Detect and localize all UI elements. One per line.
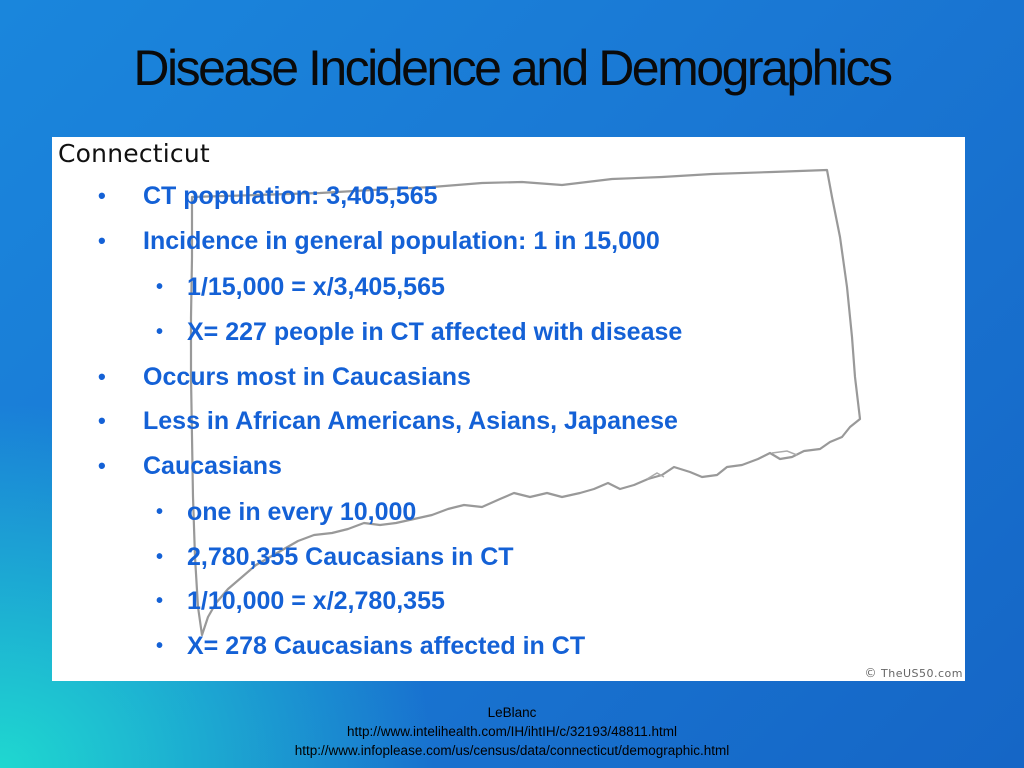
sub-bullet-item: • 1/15,000 = x/3,405,565 <box>156 267 445 307</box>
bullet-icon: • <box>156 276 164 298</box>
footer-author: LeBlanc <box>487 705 537 720</box>
bullet-list: • CT population: 3,405,565 • Incidence in … <box>52 137 965 681</box>
bullet-icon: • <box>156 590 164 612</box>
connecticut-map-outline <box>189 168 862 637</box>
bullet-item: • CT population: 3,405,565 <box>98 176 438 216</box>
sub-bullet-item: • 1/10,000 = x/2,780,355 <box>156 581 445 621</box>
sub-bullet-item: • X= 278 Caucasians affected in CT <box>156 626 585 666</box>
sub-bullet-item: • X= 227 people in CT affected with disea… <box>156 312 682 352</box>
bullet-icon: • <box>98 408 106 433</box>
source-footer: LeBlanc http://www.intelihealth.com/IH/i… <box>0 703 1024 760</box>
map-state-label: Connecticut <box>58 139 210 168</box>
sub-bullet-item: • one in every 10,000 <box>156 492 416 532</box>
bullet-icon: • <box>98 228 106 253</box>
bullet-icon: • <box>156 635 164 657</box>
footer-source-link[interactable]: http://www.intelihealth.com/IH/ihtIH/c/3… <box>347 724 677 739</box>
bullet-icon: • <box>98 453 106 478</box>
map-credit: © TheUS50.com <box>865 666 963 680</box>
bullet-icon: • <box>156 501 164 523</box>
map-panel: Connecticut © TheUS50.com • CT population:… <box>52 137 965 681</box>
footer-source-link[interactable]: http://www.infoplease.com/us/census/data… <box>294 743 730 758</box>
copyright-icon: © <box>864 666 878 680</box>
sub-bullet-item: • 2,780,355 Caucasians in CT <box>156 537 514 577</box>
bullet-item: • Caucasians <box>98 446 282 486</box>
bullet-item: • Less in African Americans, Asians, Japa… <box>98 401 678 441</box>
slide-title: Disease Incidence and Demographics <box>133 40 893 96</box>
bullet-icon: • <box>156 546 164 568</box>
bullet-icon: • <box>98 183 106 208</box>
bullet-item: • Incidence in general population: 1 in 1… <box>98 221 660 261</box>
bullet-icon: • <box>98 364 106 389</box>
map-credit-text: TheUS50.com <box>881 667 963 680</box>
bullet-item: • Occurs most in Caucasians <box>98 357 471 397</box>
bullet-icon: • <box>156 321 164 343</box>
